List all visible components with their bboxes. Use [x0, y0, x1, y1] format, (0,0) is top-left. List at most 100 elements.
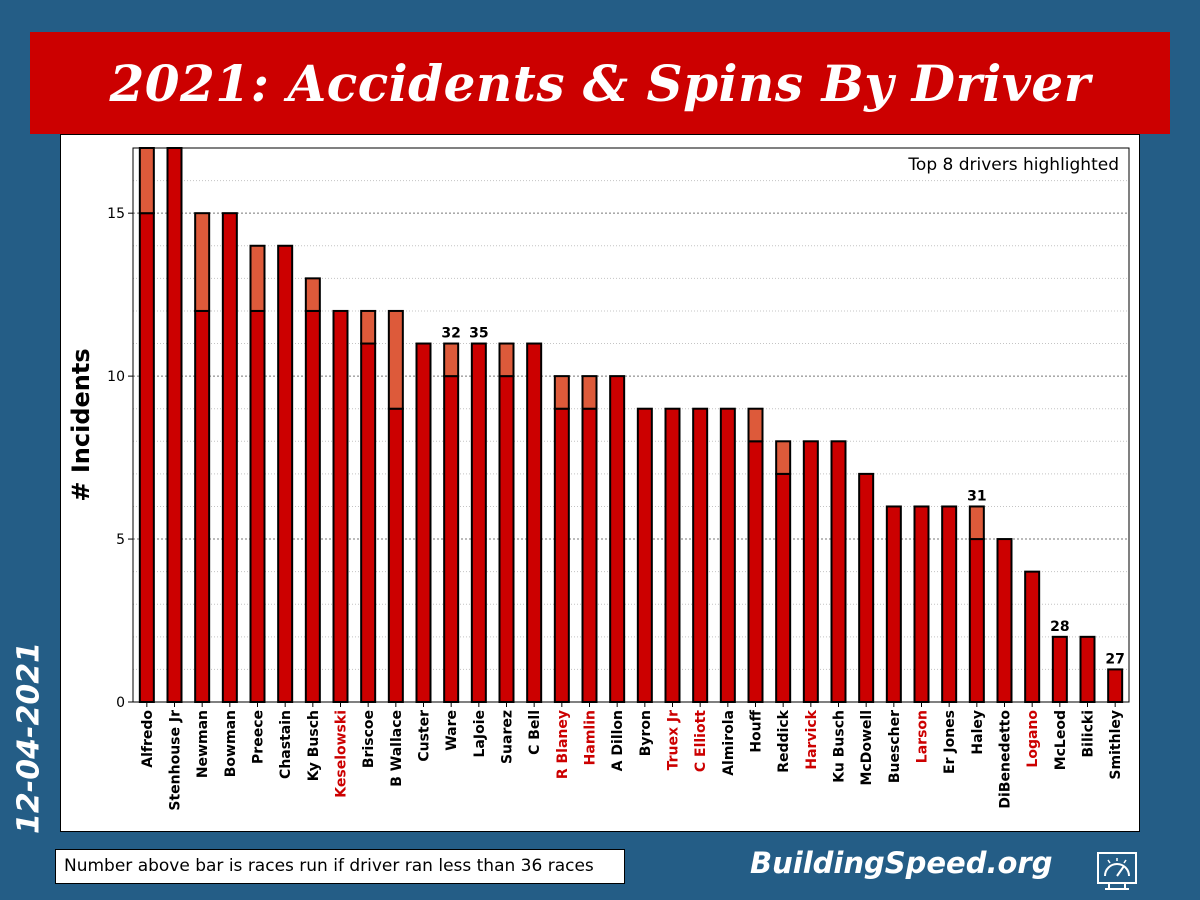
- plot-panel: 0 5 10 15 # Incidents Top 8 drivers highlight…: [60, 134, 1140, 832]
- x-tick-label: Reddick: [776, 709, 792, 772]
- x-tick-label: Harvick: [804, 709, 820, 769]
- bar-segment-base: [304, 309, 321, 704]
- bar-segment-base: [830, 440, 847, 703]
- x-tick-label: McLeod: [1053, 710, 1069, 770]
- bar-segment-base: [719, 407, 736, 703]
- y-tick-label: 10: [107, 369, 125, 385]
- bar-segment-base: [249, 309, 266, 704]
- x-tick-label: McDowell: [859, 710, 875, 786]
- x-tick-label: B Wallace: [389, 710, 405, 787]
- bar-segment-top: [138, 147, 155, 215]
- footnote: Number above bar is races run if driver …: [55, 849, 625, 884]
- bar-segment-base: [138, 212, 155, 703]
- bar-segment-top: [249, 244, 266, 312]
- x-tick-label: C Bell: [527, 710, 543, 755]
- x-tick-label: A Dillon: [610, 710, 626, 771]
- bar-segment-top: [194, 212, 211, 312]
- bar-segment-base: [277, 244, 294, 703]
- y-axis-label: # Incidents: [67, 348, 95, 501]
- bar-chart: 0 5 10 15 # Incidents Top 8 drivers highlight…: [67, 147, 1130, 811]
- bar-segment-top: [775, 440, 792, 475]
- x-tick-label: Briscoe: [361, 710, 377, 768]
- x-tick-label: R Blaney: [555, 710, 571, 779]
- races-run-label: 28: [1050, 619, 1069, 635]
- y-tick-label: 15: [107, 206, 125, 222]
- y-tick-label: 5: [116, 532, 125, 548]
- x-tick-label: Keselowski: [334, 710, 350, 798]
- x-tick-label: Ky Busch: [306, 710, 322, 781]
- x-tick-label: Almirola: [721, 710, 737, 776]
- bar-segment-base: [609, 375, 626, 703]
- bar-segment-base: [1024, 570, 1041, 703]
- x-tick-label: Haley: [970, 710, 986, 755]
- title-bar: 2021: Accidents & Spins By Driver: [30, 32, 1170, 134]
- speedometer-logo-icon: [1097, 852, 1137, 890]
- x-tick-label: Ku Busch: [832, 710, 848, 783]
- bar-segment-top: [498, 342, 515, 378]
- date-label: 12-04-2021: [11, 642, 47, 834]
- bar-segment-base: [1107, 668, 1124, 703]
- bar-segment-top: [968, 505, 985, 541]
- x-tick-label: Hamlin: [583, 710, 599, 765]
- bar-segment-base: [166, 147, 183, 703]
- bar-segment-base: [415, 342, 432, 703]
- bar-segment-top: [553, 375, 570, 410]
- bar-segment-base: [802, 440, 819, 703]
- x-tick-label: Truex Jr: [666, 710, 682, 770]
- x-tick-label: Suarez: [500, 710, 516, 764]
- x-tick-label: Preece: [251, 710, 267, 764]
- bar-segment-top: [443, 342, 460, 378]
- x-tick-label: Chastain: [278, 710, 294, 779]
- bar-segment-base: [664, 407, 681, 703]
- x-tick-label: Stenhouse Jr: [168, 710, 184, 811]
- x-tick-label: Buescher: [887, 710, 903, 783]
- x-tick-label: Alfredo: [140, 710, 156, 768]
- plot-frame: [132, 147, 1130, 703]
- x-tick-label: Smithley: [1108, 710, 1124, 780]
- bar-segment-base: [1051, 635, 1068, 703]
- bar-segment-top: [387, 309, 404, 410]
- x-tick-label: Er Jones: [942, 710, 958, 774]
- races-run-label: 35: [469, 326, 488, 342]
- bar-segment-base: [913, 505, 930, 703]
- bar-segment-top: [304, 277, 321, 312]
- bar-segment-base: [858, 472, 875, 703]
- bar-segment-top: [747, 407, 764, 443]
- chart-annotation: Top 8 drivers highlighted: [907, 155, 1119, 175]
- x-tick-label: Logano: [1025, 710, 1041, 768]
- x-tick-label: Custer: [417, 710, 433, 762]
- races-run-label: 32: [441, 326, 460, 342]
- x-tick-label: Newman: [195, 710, 211, 778]
- bar-segment-base: [553, 407, 570, 703]
- bar-segment-base: [885, 505, 902, 703]
- bar-segment-base: [775, 472, 792, 703]
- bar-segment-base: [526, 342, 543, 703]
- bar-segment-base: [221, 212, 238, 703]
- bar-segment-base: [1079, 635, 1096, 703]
- bar-segment-base: [387, 407, 404, 703]
- bar-segment-base: [747, 440, 764, 703]
- bar-segment-base: [941, 505, 958, 703]
- x-tick-label: Byron: [638, 710, 654, 756]
- bar-segment-base: [332, 309, 349, 704]
- brand-name: BuildingSpeed.org: [750, 846, 1053, 880]
- bar-segment-base: [581, 407, 598, 703]
- races-run-label: 27: [1105, 651, 1124, 667]
- x-tick-label: Houff: [749, 709, 765, 752]
- bar-segment-base: [692, 407, 709, 703]
- x-tick-label: Larson: [915, 710, 931, 763]
- bar-segment-base: [996, 538, 1013, 704]
- bar-segment-base: [636, 407, 653, 703]
- bar-segment-base: [360, 342, 377, 703]
- x-tick-label: LaJoie: [472, 710, 488, 758]
- x-tick-label: Bilicki: [1081, 710, 1097, 757]
- x-tick-label: C Elliott: [693, 710, 709, 772]
- races-run-label: 31: [967, 488, 986, 504]
- bar-segment-base: [194, 309, 211, 704]
- bar-segment-base: [470, 342, 487, 703]
- bar-segment-top: [581, 375, 598, 410]
- x-tick-label: Ware: [444, 710, 460, 751]
- bar-segment-top: [360, 309, 377, 345]
- bar-segment-base: [443, 375, 460, 703]
- y-tick-label: 0: [116, 695, 125, 711]
